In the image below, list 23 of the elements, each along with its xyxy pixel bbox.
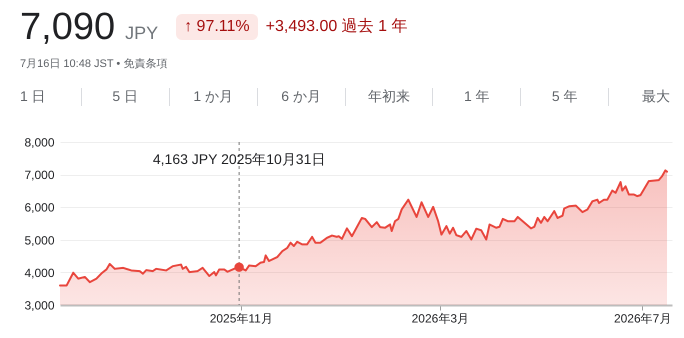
text: 5 日	[80, 88, 169, 106]
y-tick-label: 5,000	[24, 233, 55, 248]
chart-subtitle: JPY	[125, 23, 158, 44]
text: 年初来	[344, 88, 432, 106]
text: 6 か月	[256, 88, 344, 106]
x-tick-label: 2025年11月	[210, 312, 273, 326]
text: +3,493.00 過去 1 年	[266, 16, 408, 37]
y-tick-label: 4,000	[24, 266, 55, 280]
text: 5 年	[520, 88, 608, 106]
text: ↑ 97.11%	[176, 14, 258, 40]
text: 1 日	[19, 88, 47, 106]
y-tick-label: 3,000	[24, 298, 55, 312]
text: 最大	[608, 88, 684, 106]
text: 7月16日 10:48 JST • 免責条項	[20, 57, 168, 71]
chart-title: 7,090	[20, 6, 116, 49]
text: 1 年	[432, 88, 520, 106]
y-tick-label: 8,000	[24, 136, 55, 150]
x-tick-label: 2026年3月	[412, 312, 469, 326]
x-tick-label: 2026年7月	[614, 312, 672, 326]
y-tick-label: 6,000	[24, 200, 55, 215]
text: 1 か月	[168, 88, 257, 106]
y-tick-label: 7,000	[24, 168, 55, 182]
annotation: 4,163 JPY 2025年10月31日	[152, 151, 326, 167]
